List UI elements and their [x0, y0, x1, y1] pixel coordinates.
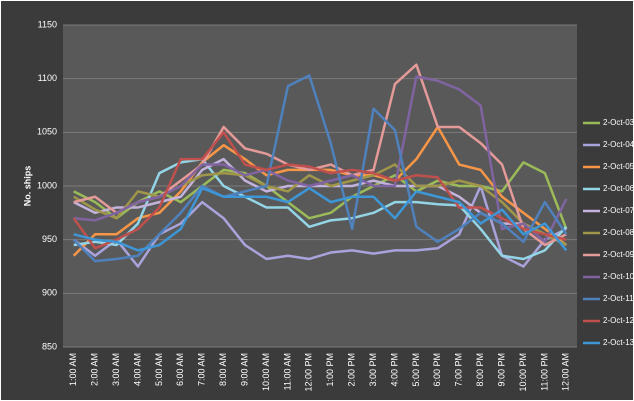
x-tick-label: 6:00 PM [432, 353, 442, 387]
y-tick-label: 1000 [37, 180, 57, 190]
y-tick-label: 1100 [38, 73, 57, 83]
y-tick-label: 1150 [38, 19, 57, 29]
legend-label: 2-Oct-13 [603, 338, 634, 347]
y-tick-label: 1050 [37, 127, 57, 137]
series-line [72, 184, 567, 268]
x-tick-label: 5:00 PM [411, 353, 421, 387]
x-tick-label: 10:00 AM [261, 353, 271, 391]
legend-label: 2-Oct-10 [603, 272, 634, 281]
legend-label: 2-Oct-05 [603, 162, 634, 171]
x-tick-label: 9:00 PM [496, 353, 506, 387]
x-tick-label: 8:00 PM [475, 353, 485, 387]
x-tick-label: 11:00 PM [539, 353, 549, 391]
series-line [72, 131, 567, 250]
x-tick-label: 7:00 PM [454, 353, 464, 387]
x-tick-label: 2:00 PM [347, 353, 357, 387]
legend-label: 2-Oct-07 [603, 206, 634, 215]
x-tick-label: 1:00 AM [68, 353, 78, 386]
y-tick-label: 850 [42, 341, 57, 351]
x-tick-label: 6:00 AM [175, 353, 185, 386]
series-line [72, 74, 568, 263]
x-tick-label: 1:00 PM [325, 353, 335, 387]
legend-label: 2-Oct-11 [603, 294, 634, 303]
x-tick-label: 7:00 AM [197, 353, 207, 386]
series-line [73, 186, 568, 252]
x-tick-label: 4:00 PM [389, 353, 399, 387]
y-axis-label: No. ships [22, 166, 32, 207]
x-tick-label: 3:00 AM [111, 353, 121, 386]
series-line [73, 161, 568, 230]
x-tick-label: 4:00 AM [132, 353, 142, 386]
series-line [73, 157, 568, 261]
series-line [73, 163, 567, 247]
x-tick-label: 8:00 AM [218, 353, 228, 386]
legend-label: 2-Oct-12 [603, 316, 634, 325]
x-tick-label: 2:00 AM [90, 353, 100, 386]
legend-label: 2-Oct-08 [603, 228, 634, 237]
x-tick-label: 11:00 AM [282, 353, 292, 390]
x-tick-label: 12:00 PM [304, 353, 314, 392]
x-tick-label: 12:00 AM [561, 353, 571, 391]
legend-label: 2-Oct-09 [603, 250, 634, 259]
legend-label: 2-Oct-03 [603, 118, 634, 127]
x-tick-label: 5:00 AM [154, 353, 164, 386]
legend-label: 2-Oct-06 [603, 184, 634, 193]
x-tick-label: 10:00 PM [518, 353, 528, 392]
y-tick-label: 900 [42, 288, 57, 298]
x-tick-label: 9:00 AM [239, 353, 249, 386]
y-tick-label: 950 [42, 234, 57, 244]
series-line [73, 75, 568, 244]
x-tick-label: 3:00 PM [368, 353, 378, 387]
legend-label: 2-Oct-04 [603, 140, 634, 149]
